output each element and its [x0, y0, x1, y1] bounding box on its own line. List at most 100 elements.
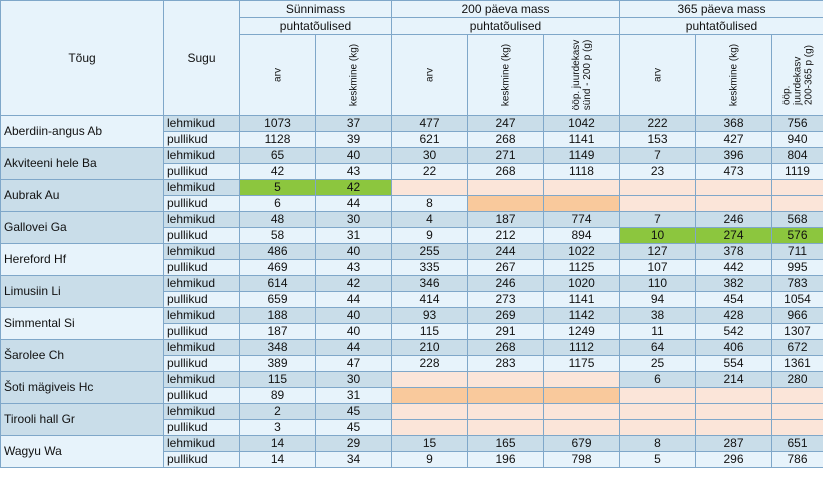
sex-label: pullikud	[163, 387, 240, 404]
header-group-birth-weight: Sünnimass	[239, 0, 392, 18]
header-subgroup-purebred: puhtatõulised	[391, 17, 620, 35]
sex-label: lehmikud	[163, 307, 240, 324]
table-row: pullikud 187 40 115 291 1249 11 542 1307	[1, 323, 823, 340]
value-cell: 8	[391, 195, 468, 212]
value-cell: 11	[619, 323, 696, 340]
value-cell: 31	[315, 227, 392, 244]
value-cell: 335	[391, 259, 468, 276]
value-cell: 1175	[543, 355, 620, 372]
value-cell: 804	[771, 147, 823, 164]
value-cell: 58	[239, 227, 316, 244]
value-cell	[391, 419, 468, 436]
breed-name: Gallovei Ga	[0, 211, 164, 244]
value-cell: 1119	[771, 163, 823, 180]
breed-name: Aubrak Au	[0, 179, 164, 212]
value-cell: 9	[391, 451, 468, 468]
value-cell: 228	[391, 355, 468, 372]
value-cell: 153	[619, 131, 696, 148]
value-cell: 165	[467, 435, 544, 452]
value-cell: 894	[543, 227, 620, 244]
header-subgroup-purebred: puhtatõulised	[619, 17, 823, 35]
value-cell	[467, 387, 544, 404]
value-cell: 115	[239, 371, 316, 388]
value-cell	[467, 179, 544, 196]
value-cell: 469	[239, 259, 316, 276]
header-col-count: arv	[391, 34, 468, 116]
value-cell: 23	[619, 163, 696, 180]
breed-name: Limusiin Li	[0, 275, 164, 308]
value-cell: 110	[619, 275, 696, 292]
value-cell: 454	[695, 291, 772, 308]
sex-label: pullikud	[163, 131, 240, 148]
value-cell: 94	[619, 291, 696, 308]
table-row: Tirooli hall Gr lehmikud 2 45	[0, 403, 823, 436]
value-cell: 428	[695, 307, 772, 324]
sex-label: lehmikud	[163, 211, 240, 228]
value-cell: 40	[315, 243, 392, 260]
value-cell: 1249	[543, 323, 620, 340]
value-cell: 25	[619, 355, 696, 372]
value-cell	[543, 371, 620, 388]
table-row: pullikud 58 31 9 212 894 10 274 576	[1, 227, 823, 244]
value-cell: 43	[315, 163, 392, 180]
value-cell: 287	[695, 435, 772, 452]
value-cell: 542	[695, 323, 772, 340]
value-cell: 1149	[543, 147, 620, 164]
value-cell: 64	[619, 339, 696, 356]
value-cell	[543, 419, 620, 436]
value-cell: 756	[771, 115, 823, 132]
table-row: pullikud 89 31	[1, 387, 823, 404]
value-cell: 621	[391, 131, 468, 148]
header-col-average-kg: keskmine (kg)	[467, 34, 544, 116]
value-cell	[619, 419, 696, 436]
value-cell: 34	[315, 451, 392, 468]
table-row: pullikud 389 47 228 283 1175 25 554 1361	[1, 355, 823, 372]
value-cell: 89	[239, 387, 316, 404]
sex-label: pullikud	[163, 259, 240, 276]
table-row: pullikud 659 44 414 273 1141 94 454 1054	[1, 291, 823, 308]
value-cell: 711	[771, 243, 823, 260]
value-cell	[467, 371, 544, 388]
value-cell: 15	[391, 435, 468, 452]
value-cell: 93	[391, 307, 468, 324]
value-cell: 940	[771, 131, 823, 148]
value-cell: 414	[391, 291, 468, 308]
value-cell: 672	[771, 339, 823, 356]
value-cell: 1112	[543, 339, 620, 356]
table-row: Simmental Si lehmikud 188 40 93 269 1142 38 428 9…	[0, 307, 823, 340]
value-cell	[391, 387, 468, 404]
sex-label: lehmikud	[163, 147, 240, 164]
table-row: Aberdiin-angus Ab lehmikud 1073 37 477 247 104…	[0, 115, 823, 148]
header-col-daily-gain-0-200: ööp. juurdekasv sünd - 200 p (g)	[543, 34, 620, 116]
value-cell: 44	[315, 339, 392, 356]
value-cell: 798	[543, 451, 620, 468]
value-cell: 42	[315, 179, 392, 196]
value-cell: 659	[239, 291, 316, 308]
value-cell: 30	[315, 211, 392, 228]
value-cell	[695, 419, 772, 436]
value-cell	[771, 195, 823, 212]
value-cell: 1125	[543, 259, 620, 276]
value-cell: 268	[467, 339, 544, 356]
value-cell: 115	[391, 323, 468, 340]
value-cell	[467, 419, 544, 436]
table-row: pullikud 14 34 9 196 798 5 296 786	[1, 451, 823, 468]
value-cell	[619, 387, 696, 404]
value-cell: 378	[695, 243, 772, 260]
sex-label: lehmikud	[163, 339, 240, 356]
sex-label: lehmikud	[163, 243, 240, 260]
value-cell: 38	[619, 307, 696, 324]
breed-name: Akviteeni hele Ba	[0, 147, 164, 180]
breed-name: Aberdiin-angus Ab	[0, 115, 164, 148]
value-cell: 1022	[543, 243, 620, 260]
value-cell: 966	[771, 307, 823, 324]
value-cell: 1142	[543, 307, 620, 324]
sex-label: lehmikud	[163, 371, 240, 388]
sex-label: pullikud	[163, 291, 240, 308]
table-row: pullikud 1128 39 621 268 1141 153 427 940	[1, 131, 823, 148]
sex-label: pullikud	[163, 323, 240, 340]
value-cell: 40	[315, 323, 392, 340]
value-cell: 568	[771, 211, 823, 228]
header-subgroup-purebred: puhtatõulised	[239, 17, 392, 35]
value-cell: 396	[695, 147, 772, 164]
